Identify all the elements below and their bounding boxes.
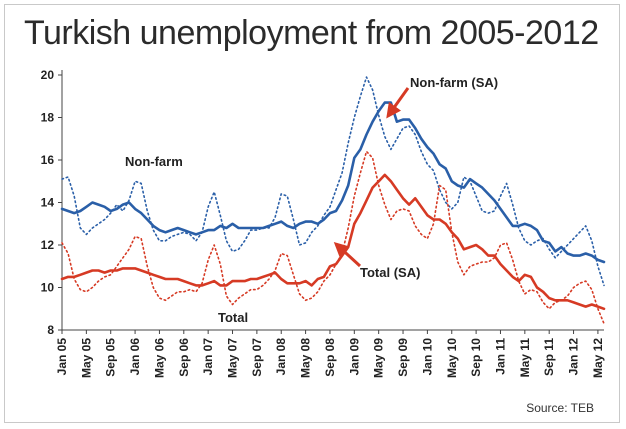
x-tick-label: Jan 09 [347,338,361,376]
x-tick-label: Sep 05 [104,338,118,377]
annotations-layer: Non-farm (SA) Non-farm Total (SA) Total [125,75,498,325]
y-tick-label: 8 [47,323,54,337]
axes: 8 10 12 14 16 18 20 Jan 05 May 05 Sep 05 Jan 06 May… [41,68,605,378]
x-tick-label: Jan 11 [493,338,507,375]
x-tick-label: Jan 10 [420,338,434,376]
y-tick-label: 14 [41,196,55,210]
arrow-total-sa [333,241,362,268]
x-tick-label: Jan 07 [201,338,215,376]
series-line-non-farm-sa [60,101,606,264]
x-tick-label: May 10 [445,338,459,378]
y-tick-label: 16 [41,153,55,167]
x-tick-label: May 12 [591,338,605,378]
y-tick-label: 20 [41,68,55,82]
chart-title: Turkish unemployment from 2005-2012 [24,14,599,52]
series-line-non-farm [61,76,605,287]
x-tick-label: Sep 10 [469,338,483,377]
x-tick-label: May 08 [299,338,313,378]
y-tick-label: 10 [41,281,55,295]
x-tick-label: May 11 [518,338,532,378]
annotation-nonfarm-sa: Non-farm (SA) [410,75,498,90]
y-tick-label: 12 [41,238,55,252]
y-tick-label: 18 [41,111,55,125]
source-note: Source: TEB [526,401,594,415]
x-tick-label: Sep 06 [177,338,191,377]
x-tick-label: Sep 11 [542,338,556,376]
series-line-total [61,150,605,325]
x-tick-label: May 05 [79,338,93,378]
x-tick-label: Jan 06 [128,338,142,376]
x-tick-label: Sep 07 [250,338,264,377]
annotation-total: Total [218,310,248,325]
x-tick-label: Jan 08 [274,338,288,376]
arrow-nonfarm-sa [386,87,410,119]
x-tick-label: Sep 09 [396,338,410,377]
x-tick-label: May 06 [152,338,166,378]
annotation-total-sa: Total (SA) [360,265,420,280]
x-tick-label: May 07 [226,338,240,378]
series-line-total-sa [60,173,606,311]
x-tick-label: Jan 05 [55,338,69,376]
x-tick-label: May 09 [372,338,386,378]
series-layer [60,76,606,325]
x-tick-label: Sep 08 [323,338,337,377]
x-tick-label: Jan 12 [567,338,581,376]
chart-frame [4,4,620,423]
annotation-nonfarm: Non-farm [125,154,183,169]
